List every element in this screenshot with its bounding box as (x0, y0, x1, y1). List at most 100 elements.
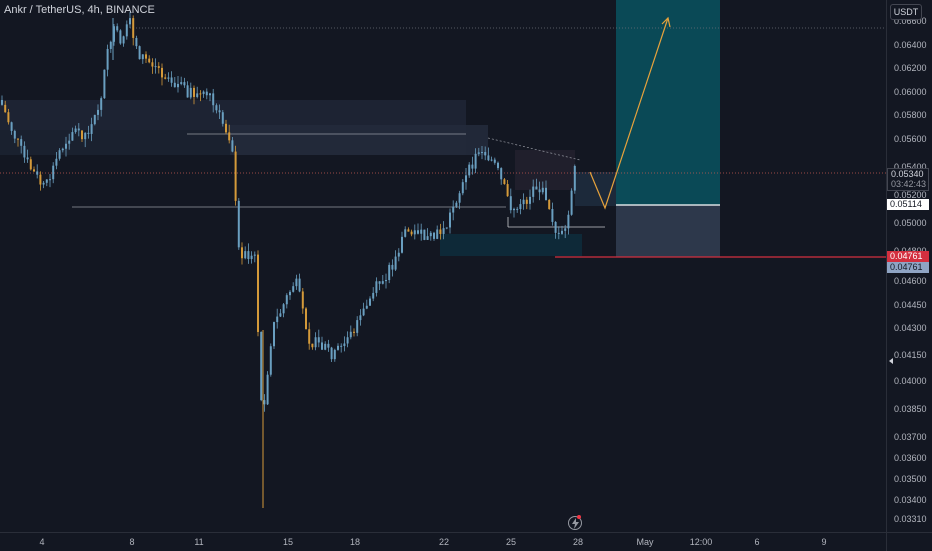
chart-canvas[interactable]: Ankr / TetherUS, 4h, BINANCE (0, 0, 886, 532)
candle-body (145, 54, 147, 59)
candle-body (231, 140, 234, 152)
candle-body (177, 83, 179, 88)
projection-arrowhead (661, 16, 671, 28)
candle-body (337, 345, 339, 350)
candle-body (39, 174, 42, 185)
candle-body (100, 98, 103, 110)
candle-body (103, 69, 106, 99)
time-tick-label: 4 (39, 537, 45, 547)
time-tick-label: 15 (282, 537, 294, 547)
price-tick-label: 0.06200 (894, 63, 927, 74)
candle-body (385, 280, 387, 282)
projection-path (589, 17, 669, 210)
candle-body (279, 313, 282, 317)
countdown-label: 03:42:43 (887, 179, 929, 191)
candle-body (52, 165, 55, 180)
candle-body (276, 316, 279, 323)
price-tick-label: 0.06600 (894, 16, 927, 26)
candle-body (439, 229, 442, 234)
candle-body (167, 77, 170, 79)
price-tick-label: 0.03600 (894, 453, 927, 464)
notification-dot (577, 515, 581, 519)
candle-body (429, 232, 432, 237)
price-tick-label: 0.05800 (894, 110, 927, 121)
candle-body (106, 48, 109, 70)
candle-body (212, 93, 215, 106)
candle-body (237, 200, 240, 248)
price-tick-label: 0.04300 (894, 323, 927, 333)
time-tick-label: 25 (505, 537, 517, 547)
candle-body (484, 152, 487, 156)
target-line-label: 0.05114 (887, 199, 929, 210)
candle-body (125, 24, 128, 37)
supply-zone-mid (230, 125, 488, 155)
candle-body (321, 342, 323, 350)
candle-body (71, 132, 74, 141)
candle-body (353, 331, 355, 333)
candle-body (506, 184, 509, 197)
candle-body (490, 159, 493, 161)
candle-body (333, 349, 336, 360)
candle-body (375, 281, 378, 293)
candle-body (545, 187, 547, 200)
candle-body (548, 199, 551, 209)
candle-body (74, 128, 77, 133)
candle-body (122, 36, 125, 44)
candle-body (138, 46, 141, 60)
candle-body (141, 54, 144, 60)
candle-body (244, 251, 247, 259)
candle-body (426, 236, 429, 240)
candle-body (532, 186, 535, 197)
candle-body (132, 18, 135, 38)
price-tick-label: 0.04600 (894, 276, 927, 286)
candle-body (477, 152, 480, 154)
time-axis[interactable]: 4 8 11 15 18 22 25 28 May 12:00 6 9 (0, 532, 886, 551)
candle-body (87, 132, 90, 134)
candle-body (474, 153, 477, 169)
price-chart[interactable] (0, 0, 886, 532)
candle-body (404, 229, 407, 237)
candle-body (365, 305, 368, 309)
flash-icon[interactable] (568, 516, 582, 530)
candle-body (257, 254, 259, 332)
candle-body (26, 157, 29, 160)
candle-body (42, 182, 45, 185)
candle-body (93, 114, 96, 125)
time-tick-label: 12:00 (689, 537, 713, 547)
candle-body (221, 112, 224, 124)
time-tick-label: 6 (754, 537, 760, 547)
candle-body (458, 193, 461, 203)
scroll-to-realtime-marker[interactable] (889, 358, 893, 364)
candle-body (282, 304, 285, 314)
candle-body (55, 158, 58, 166)
candle-body (442, 228, 445, 234)
candle-body (84, 132, 87, 140)
candle-body (247, 251, 250, 260)
candle-body (369, 298, 371, 306)
candle-body (516, 208, 519, 210)
candle-body (423, 229, 426, 240)
candle-body (205, 91, 208, 96)
candle-body (241, 247, 243, 259)
candle-body (538, 189, 541, 193)
candle-body (77, 128, 80, 131)
long-position-loss-zone (616, 205, 720, 257)
candle-body (487, 155, 490, 161)
candle-body (180, 82, 183, 84)
candle-body (4, 104, 7, 113)
candle-body (58, 150, 61, 159)
candle-body (417, 230, 419, 234)
candle-body (199, 93, 202, 95)
price-tick-label: 0.06000 (894, 86, 927, 97)
candle-body (346, 337, 349, 344)
candle-body (215, 105, 218, 111)
stop-line-label-alt: 0.04761 (887, 262, 929, 273)
candle-body (263, 400, 266, 405)
candle-body (455, 202, 458, 207)
symbol-title[interactable]: Ankr / TetherUS, 4h, BINANCE (4, 4, 155, 16)
candle-body (253, 254, 256, 256)
stop-line-label: 0.04761 (887, 251, 929, 262)
currency-button[interactable]: USDT (890, 4, 922, 20)
long-position-profit-zone (616, 0, 720, 205)
candle-body (522, 199, 525, 205)
